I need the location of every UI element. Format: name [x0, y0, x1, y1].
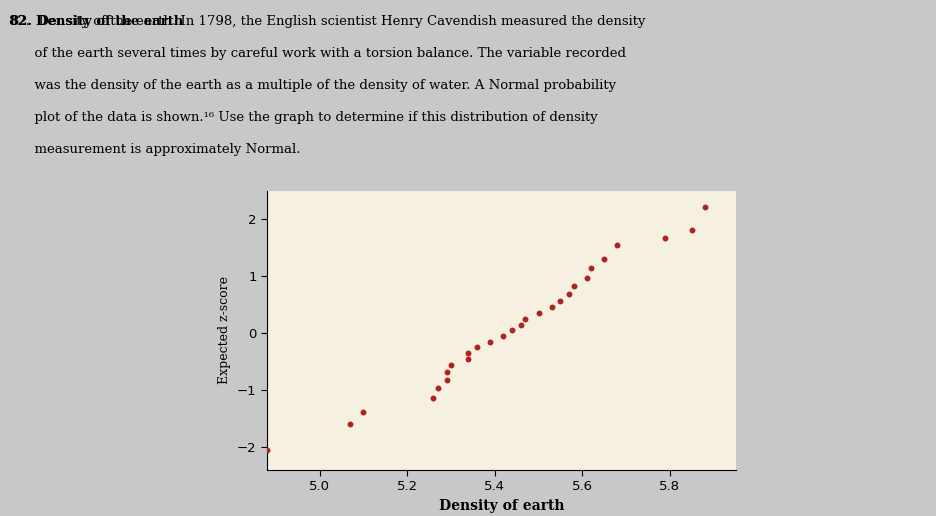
Point — [683, 225, 698, 234]
Point — [578, 274, 593, 282]
Point — [469, 343, 484, 351]
Point — [657, 233, 672, 241]
Text: Density of the earth: Density of the earth — [36, 15, 183, 28]
X-axis label: Density of earth: Density of earth — [438, 498, 563, 512]
Point — [426, 394, 441, 402]
Text: was the density of the earth as a multiple of the density of water. A Normal pro: was the density of the earth as a multip… — [9, 79, 616, 92]
Point — [505, 326, 519, 334]
Point — [561, 289, 576, 298]
Point — [430, 384, 445, 392]
Point — [443, 361, 458, 369]
Point — [259, 445, 274, 454]
Point — [482, 337, 497, 346]
Point — [439, 376, 454, 384]
Point — [518, 315, 533, 323]
Point — [565, 282, 580, 291]
Point — [583, 264, 598, 272]
Point — [531, 309, 546, 317]
Point — [609, 241, 624, 249]
Point — [696, 203, 711, 211]
Text: measurement is approximately Normal.: measurement is approximately Normal. — [9, 143, 300, 156]
Point — [495, 332, 510, 340]
Y-axis label: Expected z-score: Expected z-score — [218, 276, 231, 384]
Point — [461, 355, 475, 363]
Point — [596, 255, 611, 263]
Point — [513, 320, 528, 329]
Point — [461, 349, 475, 357]
Point — [343, 420, 358, 428]
Text: 82.  Density of the earth  In 1798, the English scientist Henry Cavendish measur: 82. Density of the earth In 1798, the En… — [9, 15, 645, 28]
Point — [439, 368, 454, 377]
Text: of the earth several times by careful work with a torsion balance. The variable : of the earth several times by careful wo… — [9, 47, 625, 60]
Text: 82.: 82. — [9, 15, 33, 28]
Point — [356, 408, 371, 416]
Point — [544, 303, 559, 311]
Point — [552, 297, 567, 305]
Text: plot of the data is shown.¹⁶ Use the graph to determine if this distribution of : plot of the data is shown.¹⁶ Use the gra… — [9, 111, 597, 124]
